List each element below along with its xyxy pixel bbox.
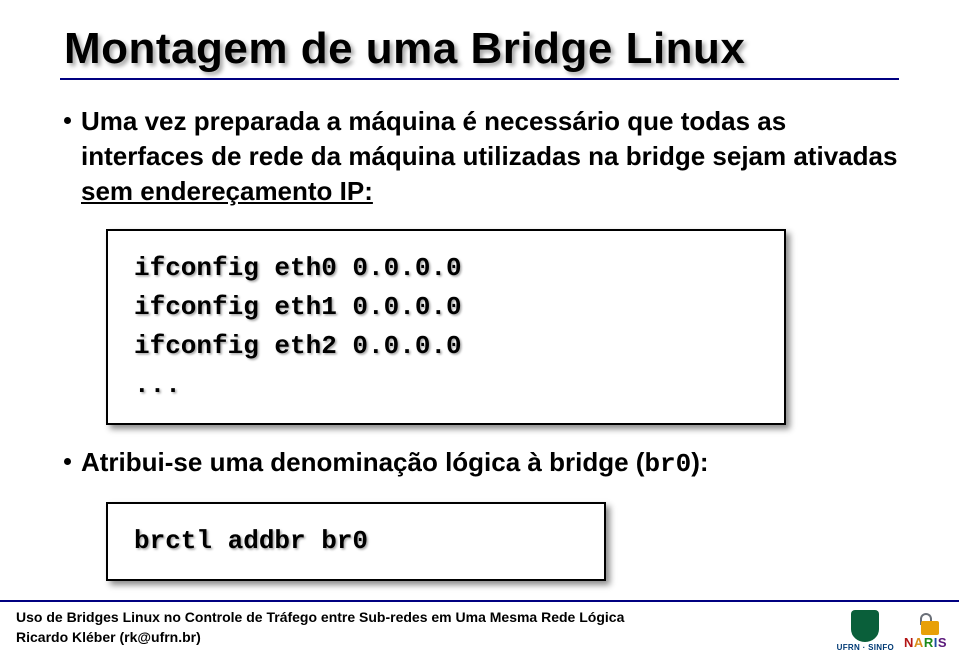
footer-line2: Ricardo Kléber (rk@ufrn.br) bbox=[16, 628, 624, 648]
code-line: ifconfig eth0 0.0.0.0 bbox=[134, 249, 758, 288]
naris-logo-icon: NARIS bbox=[904, 613, 947, 650]
bullet-text-mono: br0 bbox=[644, 449, 691, 479]
naris-label: NARIS bbox=[904, 635, 947, 650]
bullet-dot-icon bbox=[64, 458, 71, 465]
footer-text: Uso de Bridges Linux no Controle de Tráf… bbox=[16, 608, 624, 647]
bullet-item: Atribui-se uma denominação lógica à brid… bbox=[64, 445, 899, 482]
bullet-text-pre: Atribui-se uma denominação lógica à brid… bbox=[81, 447, 644, 477]
bullet-dot-icon bbox=[64, 117, 71, 124]
lock-icon bbox=[917, 613, 935, 635]
slide-body: Uma vez preparada a máquina é necessário… bbox=[64, 104, 899, 581]
code-line: ... bbox=[134, 366, 758, 405]
code-box-ifconfig: ifconfig eth0 0.0.0.0 ifconfig eth1 0.0.… bbox=[106, 229, 786, 425]
bullet-text: Atribui-se uma denominação lógica à brid… bbox=[81, 445, 899, 482]
footer-line1: Uso de Bridges Linux no Controle de Tráf… bbox=[16, 608, 624, 628]
bullet-text-post: ): bbox=[691, 447, 708, 477]
footer-logos: UFRN · SINFO NARIS bbox=[837, 610, 947, 652]
slide-title: Montagem de uma Bridge Linux bbox=[64, 24, 899, 74]
code-line: ifconfig eth1 0.0.0.0 bbox=[134, 288, 758, 327]
ufrn-logo-icon: UFRN · SINFO bbox=[837, 610, 894, 652]
code-line: brctl addbr br0 bbox=[134, 522, 578, 561]
bullet-text-underlined: sem endereçamento IP: bbox=[81, 176, 373, 206]
code-line: ifconfig eth2 0.0.0.0 bbox=[134, 327, 758, 366]
slide: Montagem de uma Bridge Linux Uma vez pre… bbox=[0, 0, 959, 658]
title-divider bbox=[60, 78, 899, 80]
code-box-brctl: brctl addbr br0 bbox=[106, 502, 606, 581]
slide-footer: Uso de Bridges Linux no Controle de Tráf… bbox=[0, 600, 959, 658]
bullet-item: Uma vez preparada a máquina é necessário… bbox=[64, 104, 899, 209]
bullet-text: Uma vez preparada a máquina é necessário… bbox=[81, 104, 899, 209]
ufrn-label: UFRN · SINFO bbox=[837, 643, 894, 652]
bullet-text-pre: Uma vez preparada a máquina é necessário… bbox=[81, 106, 897, 171]
